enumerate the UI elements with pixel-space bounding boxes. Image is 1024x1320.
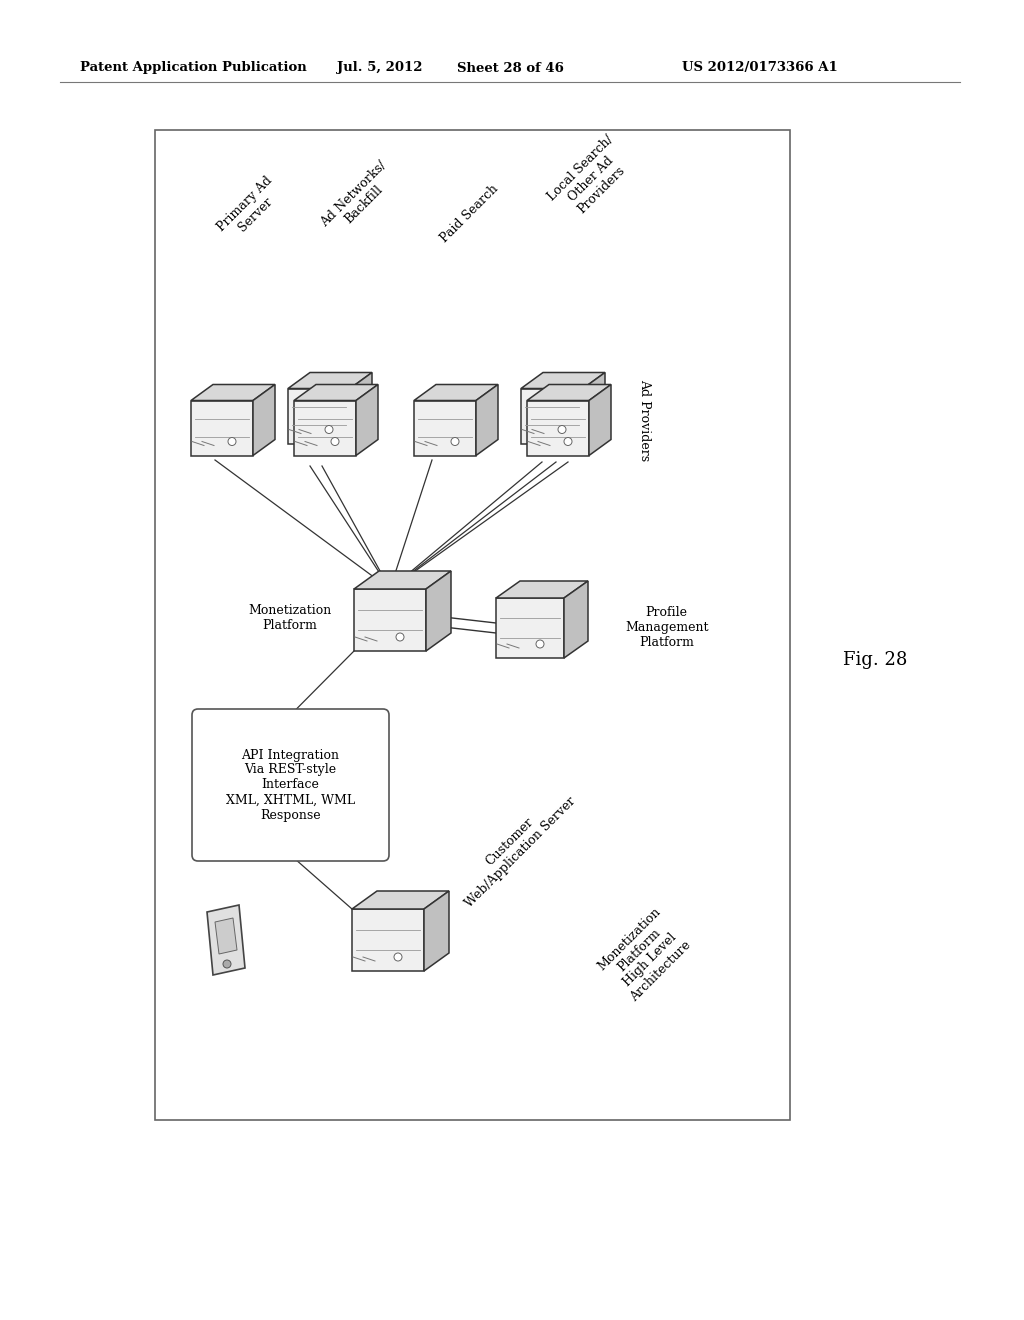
Text: Monetization
Platform: Monetization Platform: [249, 605, 332, 632]
Circle shape: [536, 640, 544, 648]
Polygon shape: [426, 572, 451, 651]
Polygon shape: [583, 372, 605, 444]
Text: Primary Ad
Server: Primary Ad Server: [215, 174, 286, 246]
Circle shape: [558, 425, 566, 433]
Circle shape: [396, 634, 404, 642]
Polygon shape: [294, 384, 378, 400]
Polygon shape: [356, 384, 378, 455]
Text: API Integration
Via REST-style
Interface
XML, XHTML, WML
Response: API Integration Via REST-style Interface…: [226, 748, 355, 821]
Text: Sheet 28 of 46: Sheet 28 of 46: [457, 62, 563, 74]
Polygon shape: [288, 388, 350, 444]
Polygon shape: [521, 388, 583, 444]
Polygon shape: [496, 598, 564, 657]
FancyBboxPatch shape: [193, 709, 389, 861]
Polygon shape: [191, 384, 275, 400]
Polygon shape: [288, 372, 372, 388]
Polygon shape: [589, 384, 611, 455]
Circle shape: [223, 960, 231, 968]
Polygon shape: [476, 384, 498, 455]
Polygon shape: [294, 400, 356, 455]
Text: US 2012/0173366 A1: US 2012/0173366 A1: [682, 62, 838, 74]
Polygon shape: [191, 400, 253, 455]
Polygon shape: [207, 906, 245, 975]
Text: Paid Search: Paid Search: [438, 182, 501, 246]
Polygon shape: [414, 400, 476, 455]
Polygon shape: [527, 384, 611, 400]
Circle shape: [331, 437, 339, 446]
Polygon shape: [352, 891, 449, 909]
Circle shape: [228, 437, 236, 446]
Polygon shape: [354, 589, 426, 651]
Circle shape: [325, 425, 333, 433]
Polygon shape: [215, 917, 237, 954]
Circle shape: [564, 437, 572, 446]
Polygon shape: [527, 400, 589, 455]
Text: Ad Networks/
Backfill: Ad Networks/ Backfill: [318, 158, 399, 240]
Polygon shape: [354, 572, 451, 589]
Circle shape: [394, 953, 402, 961]
Polygon shape: [414, 384, 498, 400]
Polygon shape: [253, 384, 275, 455]
Polygon shape: [350, 372, 372, 444]
Circle shape: [451, 437, 459, 446]
Text: Monetization
Platform
High Level
Architecture: Monetization Platform High Level Archite…: [595, 906, 695, 1005]
Text: Jul. 5, 2012: Jul. 5, 2012: [337, 62, 423, 74]
Text: Local Search/
Other Ad
Providers: Local Search/ Other Ad Providers: [545, 133, 637, 224]
Text: Profile
Management
Platform: Profile Management Platform: [625, 606, 709, 649]
Polygon shape: [352, 909, 424, 972]
Polygon shape: [424, 891, 449, 972]
Text: Ad Providers: Ad Providers: [639, 379, 651, 461]
Polygon shape: [521, 372, 605, 388]
FancyBboxPatch shape: [155, 129, 790, 1119]
Text: Patent Application Publication: Patent Application Publication: [80, 62, 307, 74]
Text: Fig. 28: Fig. 28: [843, 651, 907, 669]
Text: Customer
Web/Application Server: Customer Web/Application Server: [452, 784, 578, 909]
Polygon shape: [496, 581, 588, 598]
Polygon shape: [564, 581, 588, 657]
